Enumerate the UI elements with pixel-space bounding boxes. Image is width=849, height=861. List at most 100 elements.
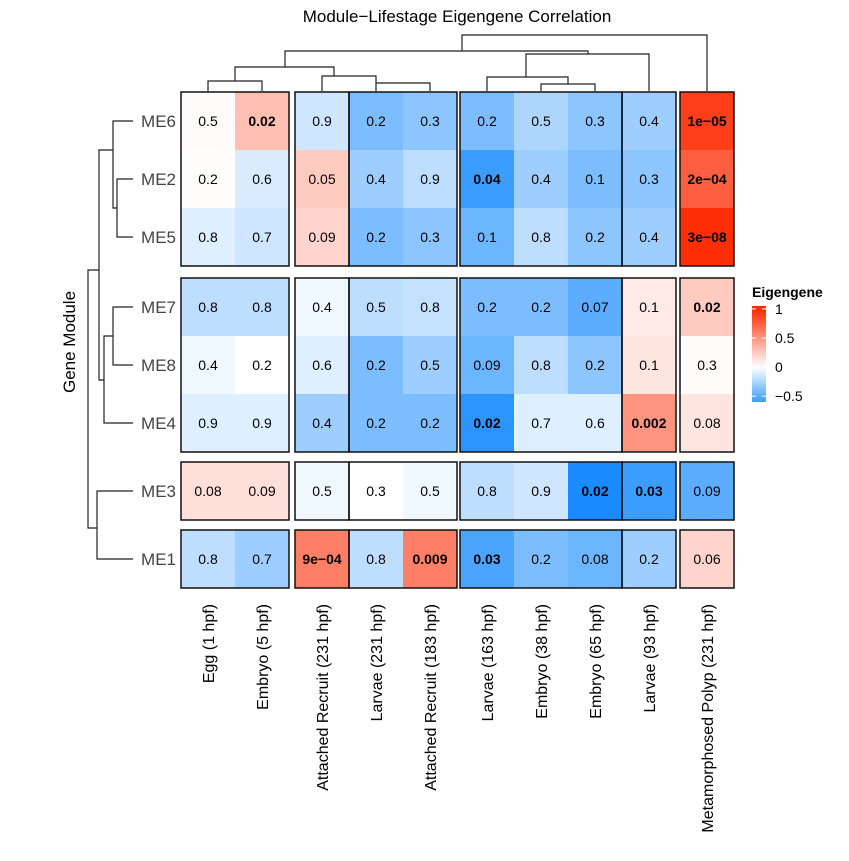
row-labels: ME6 ME2 ME5 ME7 ME8 ME4 ME3 ME1 bbox=[141, 112, 176, 569]
column-label: Larvae (231 hpf) bbox=[369, 604, 386, 721]
cluster-block-border bbox=[348, 277, 458, 453]
cluster-block-border bbox=[621, 91, 677, 267]
dendrogram-branch bbox=[87, 269, 99, 529]
cell-value-label: 0.4 bbox=[639, 229, 659, 245]
cell-value-label: 0.3 bbox=[585, 113, 605, 129]
cell-value-label: 0.08 bbox=[581, 551, 608, 567]
cell-value-label: 0.5 bbox=[420, 483, 440, 499]
column-label: Attached Recruit (183 hpf) bbox=[423, 604, 440, 791]
column-label: Embryo (5 hpf) bbox=[255, 604, 272, 710]
heatmap-cell bbox=[514, 530, 568, 588]
heatmap-cells bbox=[181, 92, 734, 588]
cluster-block-border bbox=[180, 277, 290, 453]
row-dendrogram bbox=[87, 120, 133, 560]
heatmap-cell bbox=[349, 278, 403, 336]
legend-color-bar bbox=[752, 306, 766, 402]
heatmap-cell bbox=[622, 394, 676, 452]
cell-value-label: 0.5 bbox=[366, 299, 386, 315]
heatmap-cell bbox=[235, 278, 289, 336]
cell-value-label: 0.7 bbox=[531, 415, 551, 431]
cell-value-label: 0.2 bbox=[366, 357, 386, 373]
heatmap-cell bbox=[680, 208, 734, 266]
column-label: Larvae (163 hpf) bbox=[480, 604, 497, 721]
dendrogram-branch bbox=[375, 82, 431, 91]
heatmap-cell bbox=[514, 208, 568, 266]
heatmap-cell bbox=[622, 530, 676, 588]
cell-value-label: 0.9 bbox=[252, 415, 272, 431]
heatmap-cell bbox=[181, 208, 235, 266]
cell-value-label: 0.3 bbox=[697, 357, 717, 373]
heatmap-cell bbox=[514, 336, 568, 394]
cell-value-label: 0.8 bbox=[198, 551, 218, 567]
heatmap-cell bbox=[460, 462, 514, 520]
heatmap-cell bbox=[349, 208, 403, 266]
cell-value-label: 0.8 bbox=[198, 229, 218, 245]
heatmap-cell bbox=[460, 530, 514, 588]
dendrogram-branch bbox=[207, 80, 263, 91]
cluster-block-border bbox=[621, 277, 677, 453]
heatmap-cell bbox=[403, 150, 457, 208]
cluster-block-border bbox=[180, 529, 290, 589]
heatmap-cell bbox=[680, 278, 734, 336]
cell-value-label: 0.2 bbox=[252, 357, 272, 373]
heatmap-cell bbox=[295, 92, 349, 150]
heatmap-cell bbox=[349, 92, 403, 150]
row-label: ME2 bbox=[141, 170, 176, 189]
cell-value-label: 2e−04 bbox=[687, 171, 727, 187]
cell-value-label: 0.9 bbox=[312, 113, 332, 129]
cell-value-label: 0.2 bbox=[639, 551, 659, 567]
dendrogram-branch bbox=[461, 34, 708, 91]
heatmap-cell bbox=[181, 278, 235, 336]
heatmap-cell bbox=[568, 150, 622, 208]
legend-tick-label: −0.5 bbox=[775, 388, 803, 404]
cluster-block-border bbox=[621, 529, 677, 589]
cell-value-label: 0.8 bbox=[477, 483, 497, 499]
heatmap-cell bbox=[514, 92, 568, 150]
cluster-block-border bbox=[679, 529, 735, 589]
cell-value-label: 0.3 bbox=[366, 483, 386, 499]
heatmap-cell bbox=[460, 394, 514, 452]
heatmap-cell bbox=[622, 92, 676, 150]
dendrogram-branch bbox=[284, 50, 589, 67]
heatmap-cell bbox=[568, 530, 622, 588]
cell-value-label: 3e−08 bbox=[687, 229, 727, 245]
cell-value-label: 0.2 bbox=[531, 551, 551, 567]
y-axis-title: Gene Module bbox=[60, 291, 79, 393]
heatmap-cell bbox=[349, 394, 403, 452]
heatmap-cell bbox=[568, 92, 622, 150]
heatmap-cell bbox=[235, 462, 289, 520]
heatmap-cell bbox=[680, 394, 734, 452]
cell-value-label: 0.5 bbox=[312, 483, 332, 499]
legend-tick-label: 1 bbox=[775, 301, 783, 317]
column-labels: Egg (1 hpf) Embryo (5 hpf) Attached Recrui… bbox=[201, 604, 717, 833]
column-dendrogram bbox=[207, 34, 708, 91]
heatmap-cell bbox=[568, 278, 622, 336]
column-label: Larvae (93 hpf) bbox=[642, 604, 659, 713]
cell-value-label: 0.02 bbox=[473, 415, 500, 431]
heatmap-cell bbox=[460, 92, 514, 150]
column-label: Embryo (65 hpf) bbox=[588, 604, 605, 719]
legend-tick-label: 0.5 bbox=[775, 330, 795, 346]
heatmap-cell bbox=[403, 394, 457, 452]
heatmap-cell bbox=[235, 394, 289, 452]
dendrogram-branch bbox=[96, 490, 133, 560]
cell-value-label: 0.9 bbox=[420, 171, 440, 187]
heatmap-cell bbox=[349, 336, 403, 394]
heatmap-cell bbox=[295, 336, 349, 394]
cell-value-label: 0.2 bbox=[585, 229, 605, 245]
cell-value-label: 0.2 bbox=[366, 229, 386, 245]
cell-value-label: 0.2 bbox=[585, 357, 605, 373]
cell-value-label: 0.009 bbox=[412, 551, 447, 567]
cell-value-label: 0.2 bbox=[366, 113, 386, 129]
heatmap-cell bbox=[235, 150, 289, 208]
heatmap-cell bbox=[403, 462, 457, 520]
dendrogram-branch bbox=[321, 75, 377, 91]
column-label: Attached Recruit (231 hpf) bbox=[315, 604, 332, 791]
cluster-block-border bbox=[679, 461, 735, 521]
row-label: ME7 bbox=[141, 298, 176, 317]
heatmap-cell bbox=[235, 336, 289, 394]
cell-value-label: 0.8 bbox=[531, 357, 551, 373]
cell-value-label: 0.8 bbox=[420, 299, 440, 315]
dendrogram-branch bbox=[103, 335, 133, 424]
row-label: ME4 bbox=[141, 414, 176, 433]
